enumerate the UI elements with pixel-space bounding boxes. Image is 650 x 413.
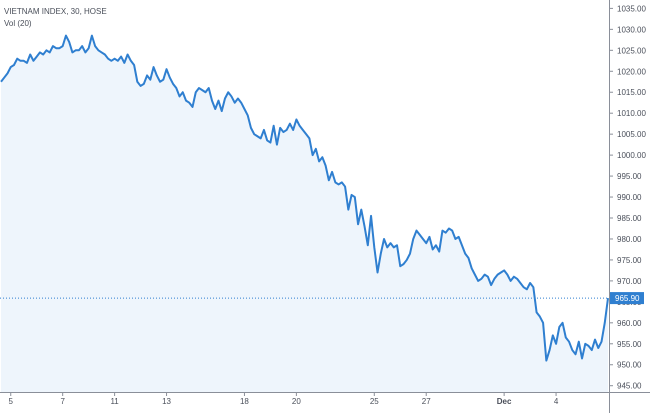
x-tick-label: 25 [370,397,379,406]
y-tick-label: 1025.00 [617,46,646,55]
x-tick-label: 11 [110,397,119,406]
y-tick-label: 960.00 [617,319,642,328]
x-tick-label: 5 [9,397,14,406]
y-tick-label: 975.00 [617,256,642,265]
y-tick-label: 1015.00 [617,88,646,97]
x-tick-label: 20 [292,397,301,406]
y-tick-label: 950.00 [617,361,642,370]
last-price-label: 965.90 [615,294,640,303]
y-tick-label: 1035.00 [617,4,646,13]
y-tick-label: 955.00 [617,340,642,349]
x-tick-label: Dec [497,397,512,406]
y-tick-label: 1020.00 [617,67,646,76]
x-tick-label: 4 [554,397,559,406]
y-tick-label: 980.00 [617,235,642,244]
y-tick-label: 1010.00 [617,109,646,118]
volume-indicator-label[interactable]: Vol (20) [4,19,32,28]
symbol-label[interactable]: VIETNAM INDEX, 30, HOSE [4,7,107,16]
price-series-line [0,34,609,362]
area-fill [1,35,608,392]
y-tick-label: 985.00 [617,214,642,223]
x-tick-label: 7 [60,397,65,406]
y-tick-label: 1000.00 [617,151,646,160]
y-tick-label: 990.00 [617,193,642,202]
x-tick-label: 13 [162,397,171,406]
y-tick-label: 1005.00 [617,130,646,139]
y-tick-label: 945.00 [617,382,642,391]
x-tick-label: 18 [240,397,249,406]
y-tick-label: 995.00 [617,172,642,181]
y-tick-label: 1030.00 [617,25,646,34]
y-tick-label: 970.00 [617,277,642,286]
last-price-badge [610,292,644,305]
x-tick-label: 27 [422,397,431,406]
chart-legend: VIETNAM INDEX, 30, HOSE Vol (20) [4,6,107,30]
